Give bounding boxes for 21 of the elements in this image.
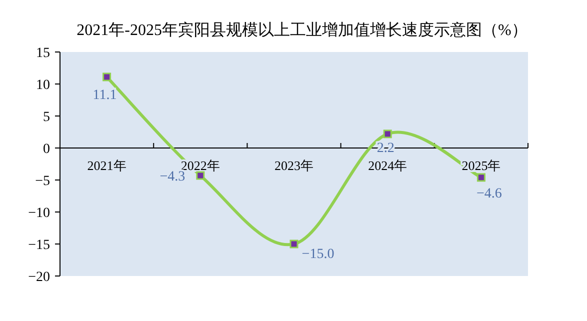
data-label: 11.1 — [92, 88, 117, 103]
y-tick-label: −10 — [28, 206, 50, 221]
point — [476, 173, 486, 182]
point — [102, 72, 112, 82]
data-label: −4.6 — [476, 186, 502, 202]
y-tick-label: 10 — [36, 78, 50, 93]
x-tick-label: 2023年 — [274, 158, 314, 173]
point — [383, 130, 392, 138]
point — [196, 171, 205, 180]
y-tick-label: −5 — [35, 174, 50, 189]
y-tick-label: −20 — [28, 270, 50, 285]
data-label: −4.3 — [160, 170, 186, 185]
y-tick-label: 0 — [43, 142, 50, 157]
point — [290, 240, 298, 248]
y-tick-label: 15 — [36, 46, 50, 61]
chart-title: 2021年-2025年宾阳县规模以上工业增加值增长速度示意图（%） — [76, 21, 528, 39]
x-tick-label: 2024年 — [368, 158, 408, 173]
y-tick-label: −15 — [28, 238, 50, 253]
x-tick-label: 2021年 — [87, 158, 126, 173]
y-tick-label: 5 — [43, 110, 50, 125]
data-label: −15.0 — [302, 247, 334, 262]
